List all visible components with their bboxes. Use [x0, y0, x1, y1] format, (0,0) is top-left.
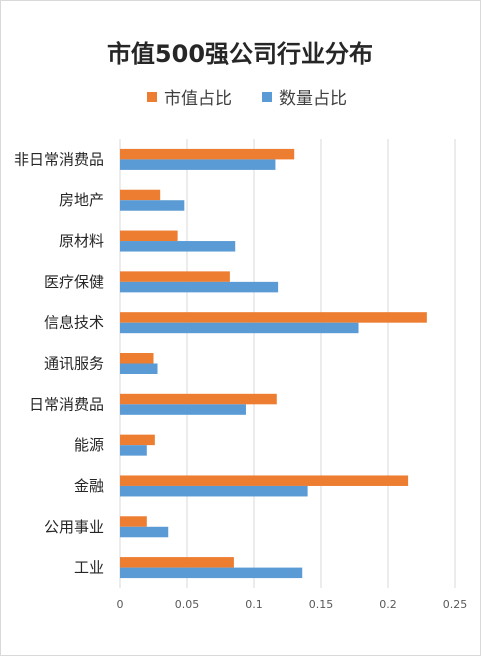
bar-count-7 [120, 404, 246, 415]
chart-title: 市值500强公司行业分布 [107, 40, 373, 68]
x-tick-label: 0.1 [245, 598, 263, 611]
bars [120, 148, 427, 579]
bar-count-6 [120, 363, 158, 374]
bar-count-3 [120, 241, 236, 252]
bar-market-cap-1 [120, 148, 295, 160]
category-label: 原材料 [59, 232, 104, 250]
bar-market-cap-10 [120, 516, 147, 527]
bar-market-cap-9 [120, 475, 409, 486]
category-label: 工业 [74, 559, 104, 577]
category-label: 金融 [74, 477, 104, 495]
legend-label-1: 市值占比 [164, 89, 232, 109]
bar-market-cap-6 [120, 353, 154, 364]
x-axis-tick-labels: 0 0.05 0.1 0.15 0.2 0.25 [117, 598, 468, 611]
category-label: 公用事业 [44, 518, 104, 536]
legend-label-2: 数量占比 [279, 89, 347, 109]
x-tick-label: 0.25 [443, 598, 468, 611]
category-label: 非日常消费品 [14, 150, 104, 168]
x-tick-label: 0.2 [379, 598, 397, 611]
bar-market-cap-5 [120, 312, 427, 323]
bar-market-cap-3 [120, 230, 178, 242]
bar-market-cap-4 [120, 271, 230, 282]
bar-market-cap-7 [120, 393, 277, 405]
bar-count-9 [120, 485, 308, 497]
bar-count-5 [120, 322, 359, 334]
legend-swatch-1 [147, 92, 157, 102]
legend: 市值占比 数量占比 [147, 89, 347, 109]
category-label: 通讯服务 [44, 355, 104, 373]
x-tick-label: 0.05 [175, 598, 200, 611]
gridlines [119, 139, 456, 588]
bar-count-8 [120, 445, 147, 456]
category-label: 房地产 [59, 191, 104, 209]
category-label: 信息技术 [44, 314, 104, 332]
bar-count-10 [120, 526, 169, 538]
category-label: 医疗保健 [44, 273, 104, 291]
legend-swatch-2 [262, 92, 272, 102]
bar-market-cap-11 [120, 557, 234, 568]
bar-market-cap-2 [120, 189, 161, 201]
bar-count-4 [120, 281, 279, 293]
category-label: 能源 [74, 436, 104, 454]
x-tick-label: 0 [117, 598, 124, 611]
category-label: 日常消费品 [29, 395, 104, 413]
x-tick-label: 0.15 [309, 598, 334, 611]
bar-count-1 [120, 159, 276, 170]
bar-count-11 [120, 567, 303, 579]
bar-count-2 [120, 200, 185, 211]
bar-market-cap-8 [120, 434, 155, 446]
